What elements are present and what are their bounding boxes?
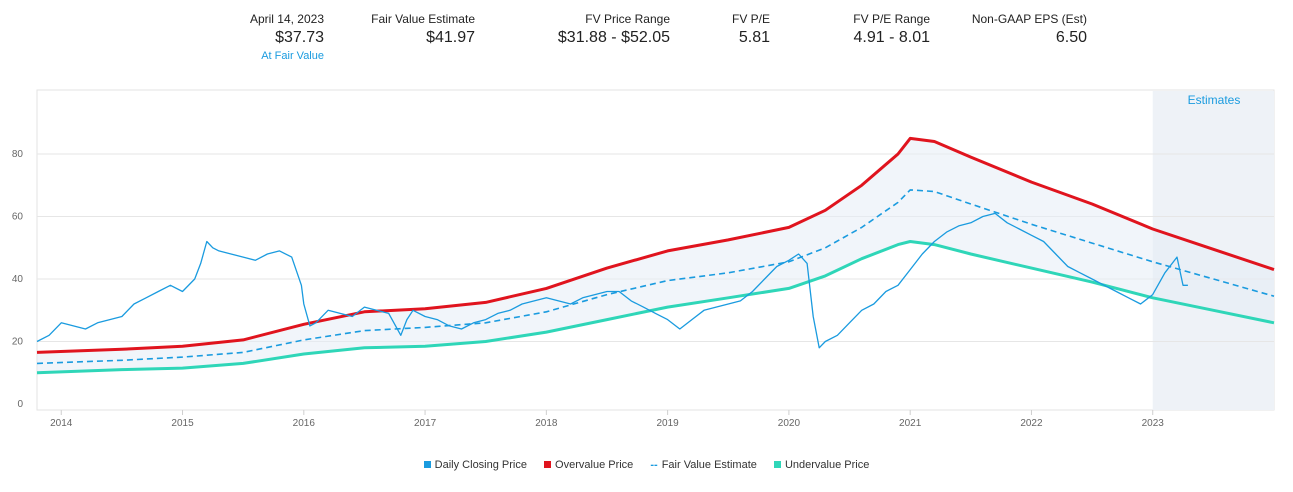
y-tick-label: 60	[12, 212, 24, 223]
x-tick-label: 2018	[535, 418, 558, 429]
legend-label-price: Daily Closing Price	[434, 459, 527, 471]
fv-pe-label: FV P/E	[731, 12, 770, 26]
series-layer	[36, 136, 1275, 375]
undervalue-swatch-icon	[773, 461, 781, 468]
eps-label: Non-GAAP EPS (Est)	[971, 12, 1087, 26]
stat-eps: Non-GAAP EPS (Est) 6.50	[970, 12, 1087, 49]
fv-pe-range-value: 4.91 - 8.01	[853, 29, 931, 46]
fv-pe-range-label: FV P/E Range	[853, 12, 930, 26]
stat-date-price: April 14, 2023 $37.73 At Fair Value	[240, 12, 324, 64]
fair-value-label: Fair Value Estimate	[371, 12, 475, 26]
overvalue-swatch-icon	[544, 461, 552, 468]
stat-fv-pe: FV P/E 5.81	[710, 12, 770, 49]
y-tick-label: 80	[12, 149, 24, 160]
x-tick-label: 2014	[50, 418, 73, 429]
x-axis-ticks: 2014 2015 2016 2017 2018 2019 2020 2021 2022 2023	[50, 410, 1164, 429]
x-tick-label: 2019	[657, 418, 680, 429]
x-tick-label: 2021	[899, 418, 922, 429]
x-tick-label: 2022	[1020, 418, 1043, 429]
current-price: $37.73	[275, 29, 324, 46]
chart-legend: Daily Closing Price Overvalue Price -- Fa…	[0, 459, 1293, 471]
dashed-line-icon: --	[650, 459, 658, 471]
legend-label-undervalue: Undervalue Price	[784, 459, 870, 471]
fair-value-value: $41.97	[426, 29, 475, 46]
x-tick-label: 2023	[1142, 418, 1165, 429]
eps-value: 6.50	[1055, 29, 1087, 46]
stat-fv-pe-range: FV P/E Range 4.91 - 8.01	[830, 12, 930, 49]
overvalue-line	[36, 136, 1275, 354]
legend-item-undervalue[interactable]: Undervalue Price	[773, 459, 870, 471]
fv-range-value: $31.88 - $52.05	[557, 29, 670, 46]
date-label: April 14, 2023	[249, 12, 324, 26]
x-tick-label: 2015	[171, 418, 194, 429]
valuation-status-link[interactable]: At Fair Value	[261, 50, 324, 62]
x-tick-label: 2020	[778, 418, 801, 429]
stat-fv-range: FV Price Range $31.88 - $52.05	[545, 12, 670, 49]
legend-item-overvalue[interactable]: Overvalue Price	[544, 459, 633, 471]
fv-pe-value: 5.81	[738, 29, 770, 46]
y-axis-ticks: 0 20 40 60 80	[12, 149, 24, 410]
legend-item-fair-value[interactable]: -- Fair Value Estimate	[650, 459, 757, 471]
fv-range-label: FV Price Range	[585, 12, 670, 26]
y-tick-label: 40	[12, 274, 24, 285]
fair-value-line	[36, 189, 1275, 365]
y-tick-label: 0	[17, 399, 23, 410]
estimates-label: Estimates	[1188, 93, 1241, 107]
undervalue-line	[36, 240, 1275, 375]
y-tick-label: 20	[12, 337, 24, 348]
price-swatch-icon	[423, 461, 431, 468]
legend-label-overvalue: Overvalue Price	[555, 459, 634, 471]
stat-fair-value: Fair Value Estimate $41.97	[365, 12, 475, 49]
x-tick-label: 2016	[293, 418, 316, 429]
legend-label-fair-value: Fair Value Estimate	[661, 459, 757, 471]
legend-item-price[interactable]: Daily Closing Price	[423, 459, 527, 471]
x-tick-label: 2017	[414, 418, 437, 429]
price-line	[36, 212, 1188, 349]
